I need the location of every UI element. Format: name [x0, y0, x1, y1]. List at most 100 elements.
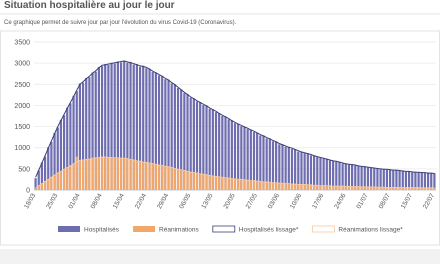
bar [376, 187, 379, 190]
bar [417, 172, 420, 190]
bar [189, 171, 192, 190]
bar [164, 165, 167, 190]
bar [56, 127, 59, 190]
bar [240, 126, 243, 190]
bar [167, 167, 170, 190]
bar [420, 172, 423, 190]
bar [300, 151, 303, 190]
bar [398, 187, 401, 190]
y-tick-label: 1000 [14, 145, 30, 152]
bar [230, 120, 233, 190]
bar [344, 186, 347, 190]
bar [404, 187, 408, 190]
bar [430, 187, 433, 190]
bar [151, 163, 154, 190]
bar [75, 91, 78, 190]
bar [316, 184, 319, 190]
bar [211, 109, 214, 190]
bar [294, 184, 297, 190]
bar [290, 148, 294, 190]
bar [116, 61, 119, 190]
bar [290, 183, 294, 190]
bar [366, 186, 370, 190]
bar [357, 165, 360, 190]
bar [385, 169, 389, 190]
bar [195, 101, 199, 190]
chart-subtitle: Ce graphique permet de suivre jour par j… [4, 20, 237, 26]
y-tick-label: 3000 [14, 61, 30, 68]
bar [100, 156, 104, 190]
bar [325, 186, 328, 190]
y-tick-label: 2000 [14, 103, 30, 110]
bar [119, 157, 123, 190]
bar [335, 185, 338, 190]
bar [319, 157, 322, 190]
bar [395, 187, 398, 190]
bar [306, 153, 309, 190]
bar [142, 65, 145, 190]
bar [259, 181, 262, 190]
bar [53, 175, 56, 190]
bar [135, 161, 138, 190]
bar [297, 184, 300, 190]
bar [186, 94, 189, 190]
bar [145, 68, 148, 190]
bar [192, 173, 195, 190]
bar [148, 68, 151, 190]
bar [176, 88, 180, 190]
bar [433, 173, 436, 190]
bar [278, 182, 281, 190]
bar [370, 167, 373, 190]
bar [325, 158, 328, 190]
bar [97, 66, 100, 190]
bar [354, 165, 357, 190]
bar [126, 62, 129, 190]
bar [382, 168, 385, 190]
bar [363, 166, 366, 190]
bar [94, 157, 97, 190]
bar [351, 164, 354, 190]
bar [129, 61, 132, 191]
bar [47, 179, 50, 190]
bar [303, 184, 306, 190]
bar [202, 173, 205, 190]
bar [313, 155, 316, 190]
bar [107, 157, 110, 190]
bar [180, 89, 183, 190]
bar [161, 165, 164, 190]
bar [275, 141, 278, 190]
bar [72, 164, 75, 190]
bar [268, 182, 271, 190]
chart-title: Situation hospitalière au jour le jour [4, 0, 175, 11]
bar [189, 97, 192, 190]
bar [411, 172, 414, 190]
bar [271, 141, 275, 190]
bar [265, 138, 268, 190]
bar [199, 102, 202, 190]
bar [151, 72, 154, 190]
bar [401, 187, 404, 190]
bar [243, 126, 246, 190]
legend-swatch [133, 226, 156, 232]
bar [407, 171, 411, 190]
bar [59, 119, 63, 190]
bar [430, 173, 433, 190]
bar [157, 75, 161, 190]
bar [138, 66, 142, 190]
bar [407, 187, 411, 190]
bar [192, 98, 195, 190]
bar [395, 170, 398, 190]
bar [303, 153, 306, 190]
bar [116, 158, 119, 190]
bar [256, 181, 259, 190]
smoothing-line [35, 156, 435, 189]
bar [78, 83, 82, 190]
bar [43, 181, 47, 190]
bar [91, 72, 94, 190]
bar [363, 187, 366, 190]
bar [123, 158, 126, 190]
bar [211, 176, 214, 190]
bar [373, 168, 376, 190]
